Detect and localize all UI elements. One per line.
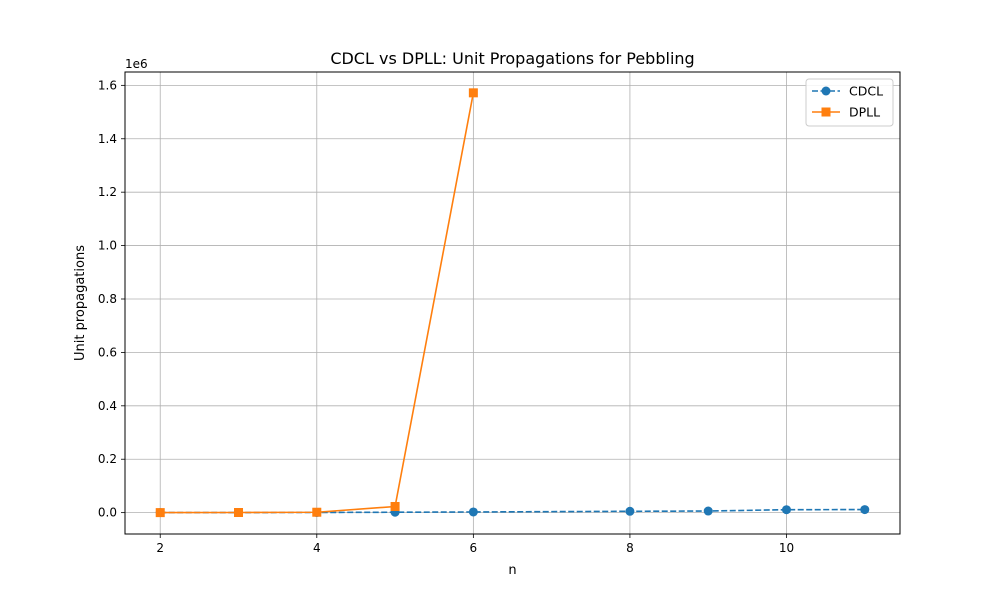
- axis-ticks: 2 4 6 8 10 0.0 0.2 0.4 0.6 0.8 1.0 1.2 1.4 1.6: [98, 78, 794, 555]
- legend-label-dpll: DPLL: [849, 105, 880, 120]
- dpll-point: [468, 88, 478, 98]
- dpll-series: [155, 88, 478, 518]
- plot-frame: [124, 71, 901, 535]
- x-tick-label: 2: [156, 541, 164, 555]
- legend-marker-cdcl: [821, 86, 831, 96]
- x-tick-label: 4: [313, 541, 321, 555]
- cdcl-point: [468, 507, 478, 517]
- y-tick-label: 0.8: [98, 292, 117, 306]
- cdcl-point: [625, 506, 635, 516]
- y-axis-label: Unit propagations: [73, 245, 88, 361]
- x-tick-label: 6: [470, 541, 478, 555]
- y-tick-label: 1.2: [98, 185, 117, 199]
- dpll-point: [390, 501, 400, 511]
- dpll-point: [234, 508, 244, 518]
- legend: CDCL DPLL: [805, 78, 894, 127]
- cdcl-point: [860, 505, 870, 515]
- y-tick-label: 1.0: [98, 239, 117, 253]
- y-tick-label: 0.0: [98, 506, 117, 520]
- cdcl-point: [703, 506, 713, 516]
- cdcl-point: [781, 505, 791, 515]
- x-tick-label: 8: [626, 541, 634, 555]
- y-tick-label: 0.4: [98, 399, 117, 413]
- dpll-point: [312, 507, 322, 517]
- y-tick-label: 1.6: [98, 78, 117, 92]
- legend-label-cdcl: CDCL: [849, 84, 883, 99]
- grid-lines: [125, 72, 900, 534]
- cdcl-series: [155, 505, 870, 518]
- series-layer: [155, 88, 870, 518]
- x-axis-label: n: [508, 563, 516, 578]
- y-tick-label: 1.4: [98, 132, 117, 146]
- x-tick-label: 10: [779, 541, 794, 555]
- legend-marker-dpll: [821, 107, 831, 117]
- dpll-point: [155, 508, 165, 518]
- y-tick-label: 0.6: [98, 345, 117, 359]
- y-tick-label: 0.2: [98, 452, 117, 466]
- y-offset-label: 1e6: [125, 57, 148, 71]
- chart-title: CDCL vs DPLL: Unit Propagations for Pebb…: [330, 49, 694, 68]
